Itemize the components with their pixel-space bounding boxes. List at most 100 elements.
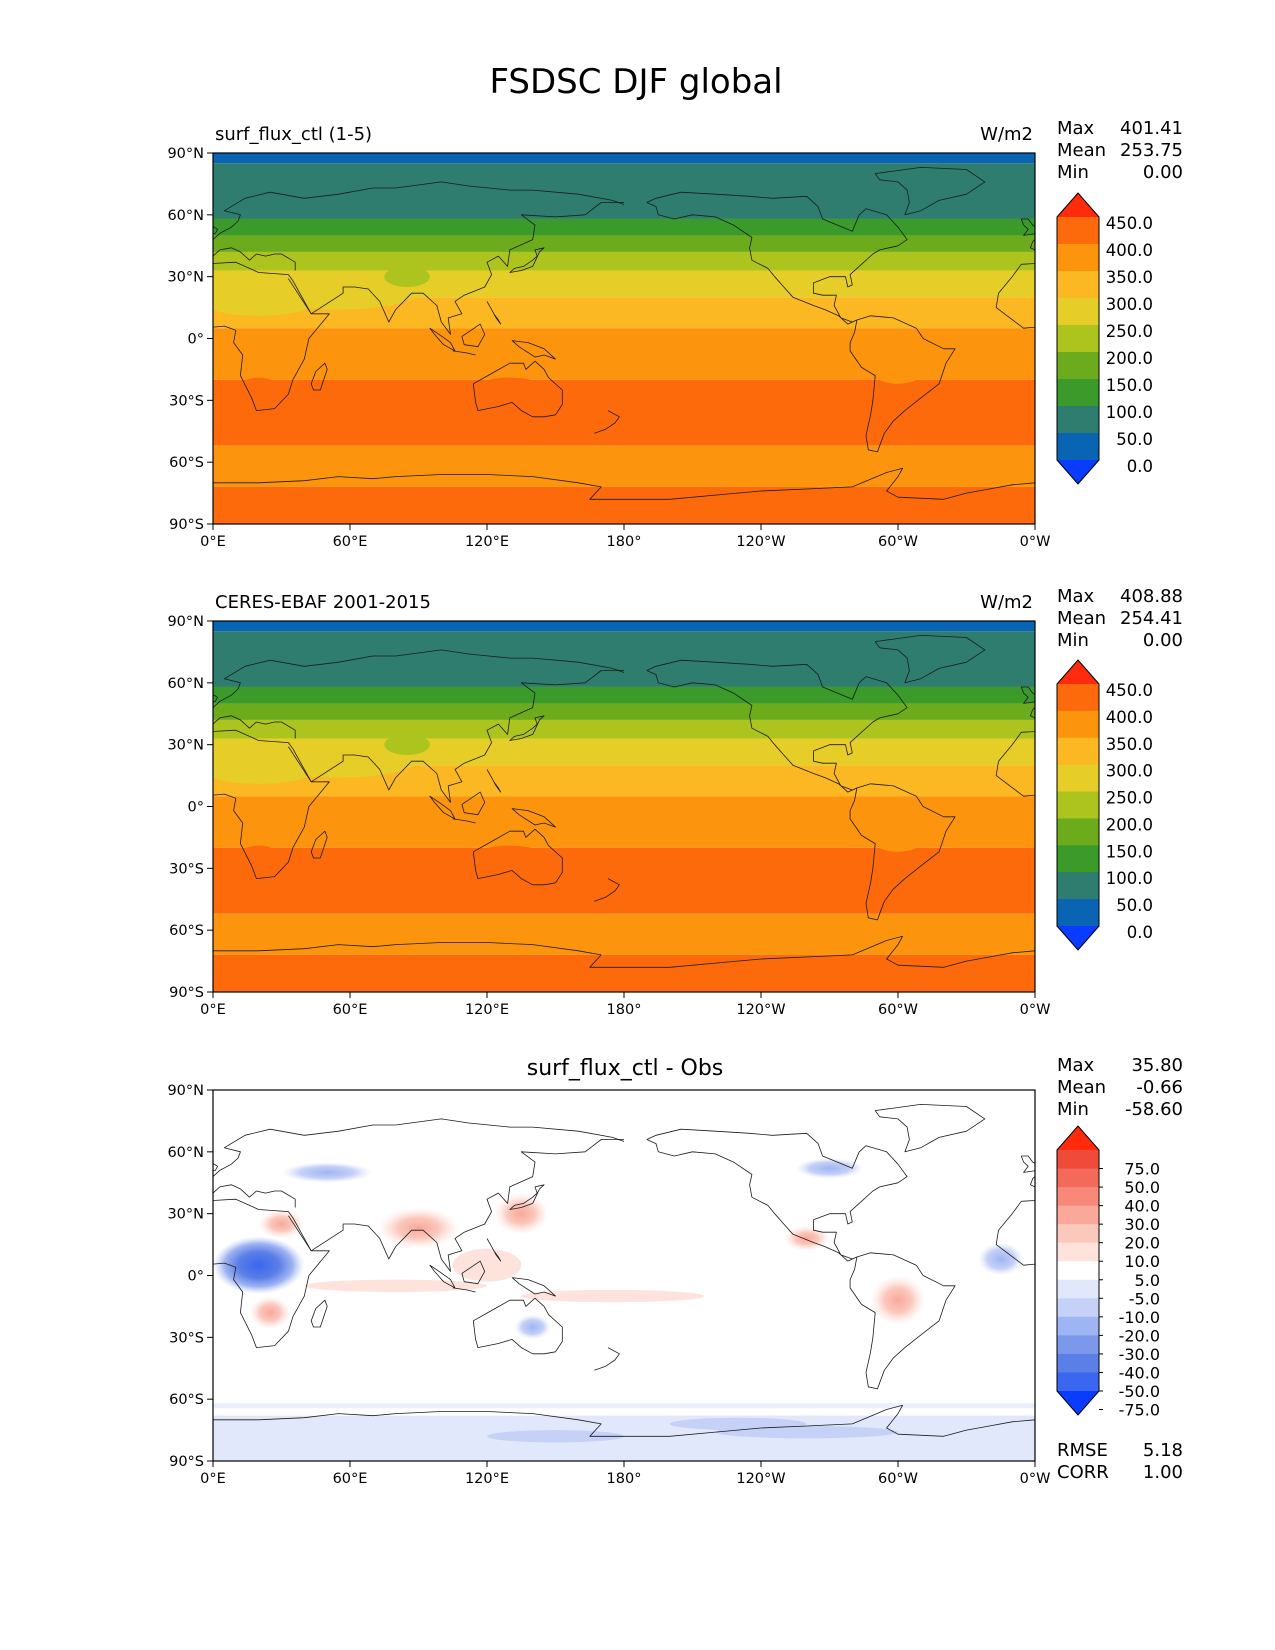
lon-tick-label: 120°W [736,534,785,550]
stats-box: Max 401.41 Mean 253.75 Min 0.00 [1057,118,1183,183]
panel-title: CERES-EBAF 2001-2015 [215,592,431,613]
coast-antarctica [213,1404,1035,1437]
colorbar-label: -20.0 [1119,1326,1160,1345]
coast-japan [509,247,545,273]
lat-tick-label: 90°N [167,1083,204,1099]
stat-min-label: Min [1057,162,1089,183]
lat-tick-label: 30°N [167,1207,204,1223]
colorbar-outline [1056,192,1100,485]
colorbar-label: -10.0 [1119,1308,1160,1327]
coast-new-zealand [594,878,620,902]
colorbar-label: 200.0 [1106,815,1153,834]
band-variation [473,845,547,871]
colorbar-label: 0.0 [1127,923,1153,942]
colorbar-segment [1057,298,1099,326]
anomaly-antarctic-patch [669,1417,807,1431]
colorbar-extend-min [1057,926,1099,950]
colorbar-label: 150.0 [1106,376,1153,395]
panel-title: surf_flux_ctl (1-5) [215,124,372,145]
band-variation [213,754,316,784]
stat-mean-label: Mean [1057,1077,1106,1098]
coast-europe [213,655,396,718]
stat-rmse-value: 5.18 [1143,1440,1183,1461]
colorbar-label: 50.0 [1124,1178,1160,1197]
coast-philippines [486,769,502,793]
stat-max-label: Max [1057,1055,1095,1076]
panel-model: surf_flux_ctl (1-5) W/m2 90°N 60°N 30°N 0° 3… [167,118,1183,550]
colorbar-segment [1057,1335,1099,1355]
coast-south-america [849,315,956,453]
panel-diff: surf_flux_ctl - Obs 90°N 60°N 30°N 0° 30°S 60… [167,1055,1275,1487]
coast-australia [472,360,563,418]
colorbar-segment [1057,325,1099,353]
coast-south-america [849,783,956,921]
anomaly-blob [258,1209,305,1239]
lon-tick-label: 120°E [465,534,509,550]
band-25 [213,153,1035,164]
stat-mean-value: 254.41 [1120,608,1183,629]
lon-tick-label: 60°W [878,1002,918,1018]
colorbar-label: 350.0 [1106,735,1153,754]
footer-stats: RMSE 5.18 CORR 1.00 [1057,1440,1183,1483]
colorbar-segment [1057,818,1099,846]
coast-europe [1030,1175,1035,1188]
coast-europe [213,1124,396,1187]
lon-tick-label: 0°W [1020,1002,1051,1018]
coast-philippines [486,301,502,325]
colorbar-label: 250.0 [1106,789,1153,808]
anomaly-blob [493,1193,549,1235]
coast-java [452,818,476,824]
lon-tick-label: 0°E [200,1002,226,1018]
colorbar-label: 300.0 [1106,295,1153,314]
panel-title: surf_flux_ctl - Obs [527,1056,724,1081]
coast-new-guinea [511,808,556,828]
stat-min-label: Min [1057,1099,1089,1120]
colorbar-label: 10.0 [1124,1252,1160,1271]
coast-north-america [646,659,908,793]
colorbar-label: 400.0 [1106,708,1153,727]
anomaly-field [213,1158,1035,1461]
coast-siberia [1218,650,1275,673]
lat-tick-label: 90°N [167,614,204,630]
coast-europe [1030,238,1035,251]
colorbar-segment [1057,217,1099,245]
coast-siberia [395,649,625,673]
coast-australia [472,1297,563,1355]
anomaly-belt [304,1279,487,1292]
coast-africa [213,1198,330,1348]
coastlines [213,635,1275,968]
band-125 [213,686,1035,704]
colorbar-segment [1057,1205,1099,1225]
field-bands [213,621,1035,992]
colorbar-segment [1057,737,1099,766]
colorbar-label: 20.0 [1124,1234,1160,1253]
coast-uk [213,226,218,235]
stat-min-value: 0.00 [1143,630,1183,651]
field-bands [213,153,1035,524]
lat-tick-label: 30°S [169,861,204,877]
colorbar-label: 400.0 [1106,241,1153,260]
colorbar-label: -5.0 [1129,1289,1160,1308]
lat-tick-label: 60°S [169,455,204,471]
coast-arabia-india [288,202,624,335]
colorbar-segment [1057,1224,1099,1244]
colorbar-segment [1057,845,1099,873]
coast-siberia [1218,1119,1275,1142]
coast-java [452,1287,476,1293]
band-variation [384,734,430,755]
anomaly-blob [514,1314,551,1340]
anomaly-blob [870,1275,926,1325]
coast-mediterranean [213,1184,296,1208]
lon-tick-label: 180° [607,1471,642,1487]
lat-tick-label: 0° [188,1269,204,1285]
panel-units: W/m2 [980,592,1033,613]
stat-mean-value: 253.75 [1120,140,1183,161]
stat-rmse-label: RMSE [1057,1440,1108,1461]
colorbar-label: 40.0 [1124,1197,1160,1216]
coast-uk [213,694,218,703]
coast-madagascar [310,1299,328,1328]
coast-japan [509,1184,545,1210]
coast-greenland [874,1104,986,1153]
lon-tick-label: 60°E [333,1471,368,1487]
anomaly-antarctic-patch [487,1430,624,1443]
